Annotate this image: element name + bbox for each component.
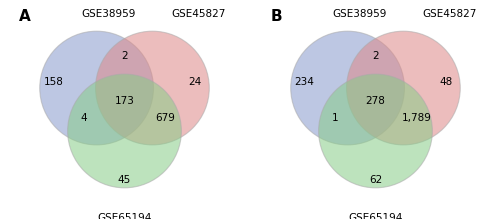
Circle shape bbox=[290, 31, 405, 145]
Text: GSE65194: GSE65194 bbox=[98, 212, 152, 219]
Text: 173: 173 bbox=[114, 96, 134, 106]
Text: 24: 24 bbox=[188, 77, 202, 87]
Text: A: A bbox=[20, 9, 31, 24]
Circle shape bbox=[346, 31, 461, 145]
Text: 158: 158 bbox=[44, 77, 64, 87]
Text: 62: 62 bbox=[369, 175, 382, 185]
Text: 4: 4 bbox=[80, 113, 87, 123]
Text: 278: 278 bbox=[366, 96, 386, 106]
Text: GSE38959: GSE38959 bbox=[332, 9, 387, 19]
Text: GSE45827: GSE45827 bbox=[422, 9, 477, 19]
Text: 2: 2 bbox=[121, 51, 128, 61]
Circle shape bbox=[318, 74, 432, 188]
Text: GSE38959: GSE38959 bbox=[82, 9, 136, 19]
Text: B: B bbox=[270, 9, 282, 24]
Text: 1: 1 bbox=[332, 113, 338, 123]
Text: GSE65194: GSE65194 bbox=[348, 212, 403, 219]
Text: GSE45827: GSE45827 bbox=[172, 9, 226, 19]
Text: 48: 48 bbox=[440, 77, 453, 87]
Circle shape bbox=[40, 31, 154, 145]
Circle shape bbox=[96, 31, 210, 145]
Text: 2: 2 bbox=[372, 51, 379, 61]
Text: 234: 234 bbox=[294, 77, 314, 87]
Text: 679: 679 bbox=[156, 113, 175, 123]
Text: 1,789: 1,789 bbox=[402, 113, 431, 123]
Circle shape bbox=[68, 74, 182, 188]
Text: 45: 45 bbox=[118, 175, 131, 185]
